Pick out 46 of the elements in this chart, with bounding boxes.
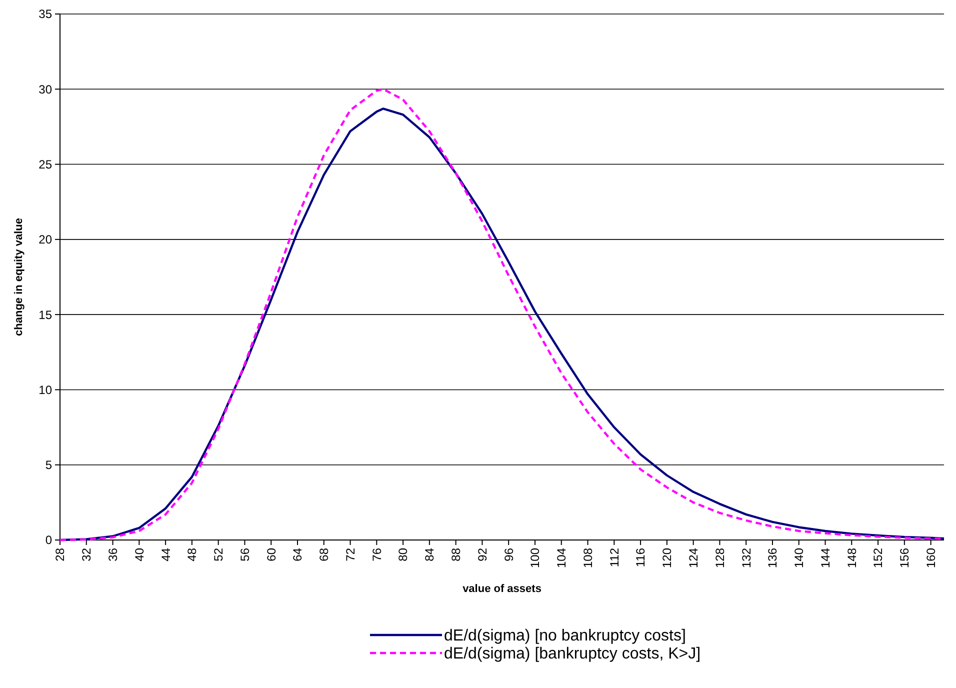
x-tick-label: 44 [158,548,173,562]
x-tick-label: 160 [924,548,938,568]
x-tick-label: 104 [554,548,569,568]
legend-label: dE/d(sigma) [bankruptcy costs, K>J] [444,646,701,663]
x-tick-label: 108 [580,548,595,568]
y-tick-label: 5 [45,458,52,472]
x-tick-label: 152 [871,548,886,568]
y-tick-label: 10 [38,382,52,397]
x-tick-label: 76 [370,548,384,562]
y-tick-label: 30 [38,82,52,96]
x-tick-label: 120 [660,548,674,568]
x-tick-label: 148 [844,548,859,568]
x-tick-label: 68 [317,548,332,562]
x-tick-label: 132 [739,548,754,568]
x-axis-title: value of assets [462,583,542,595]
x-tick-label: 36 [106,548,120,562]
y-tick-label: 25 [38,157,52,172]
y-tick-label: 20 [38,232,52,247]
x-tick-label: 112 [607,548,622,568]
x-tick-label: 116 [634,548,648,568]
x-tick-label: 100 [528,548,542,568]
x-tick-label: 128 [712,548,727,568]
x-tick-label: 140 [792,548,806,568]
legend-label: dE/d(sigma) [no bankruptcy costs] [444,628,686,645]
x-tick-label: 60 [264,548,278,562]
x-tick-label: 92 [475,548,490,562]
x-tick-label: 48 [185,548,200,562]
y-tick-label: 15 [38,308,52,322]
y-tick-label: 35 [38,7,52,22]
x-tick-label: 96 [502,548,516,562]
x-tick-label: 80 [396,548,410,562]
y-tick-label: 0 [45,533,52,548]
x-tick-label: 52 [212,548,226,562]
x-tick-label: 56 [238,548,252,562]
x-tick-label: 136 [766,548,780,568]
x-tick-label: 156 [898,548,912,568]
x-tick-label: 84 [422,548,437,562]
x-tick-label: 72 [343,548,358,562]
x-tick-label: 144 [818,548,832,568]
x-tick-label: 40 [132,548,146,562]
x-tick-label: 88 [449,548,464,562]
x-tick-label: 28 [53,548,68,562]
x-tick-label: 64 [290,548,305,562]
x-tick-label: 32 [80,548,94,562]
y-axis-title: change in equity value [13,218,25,336]
x-tick-label: 124 [686,548,701,568]
